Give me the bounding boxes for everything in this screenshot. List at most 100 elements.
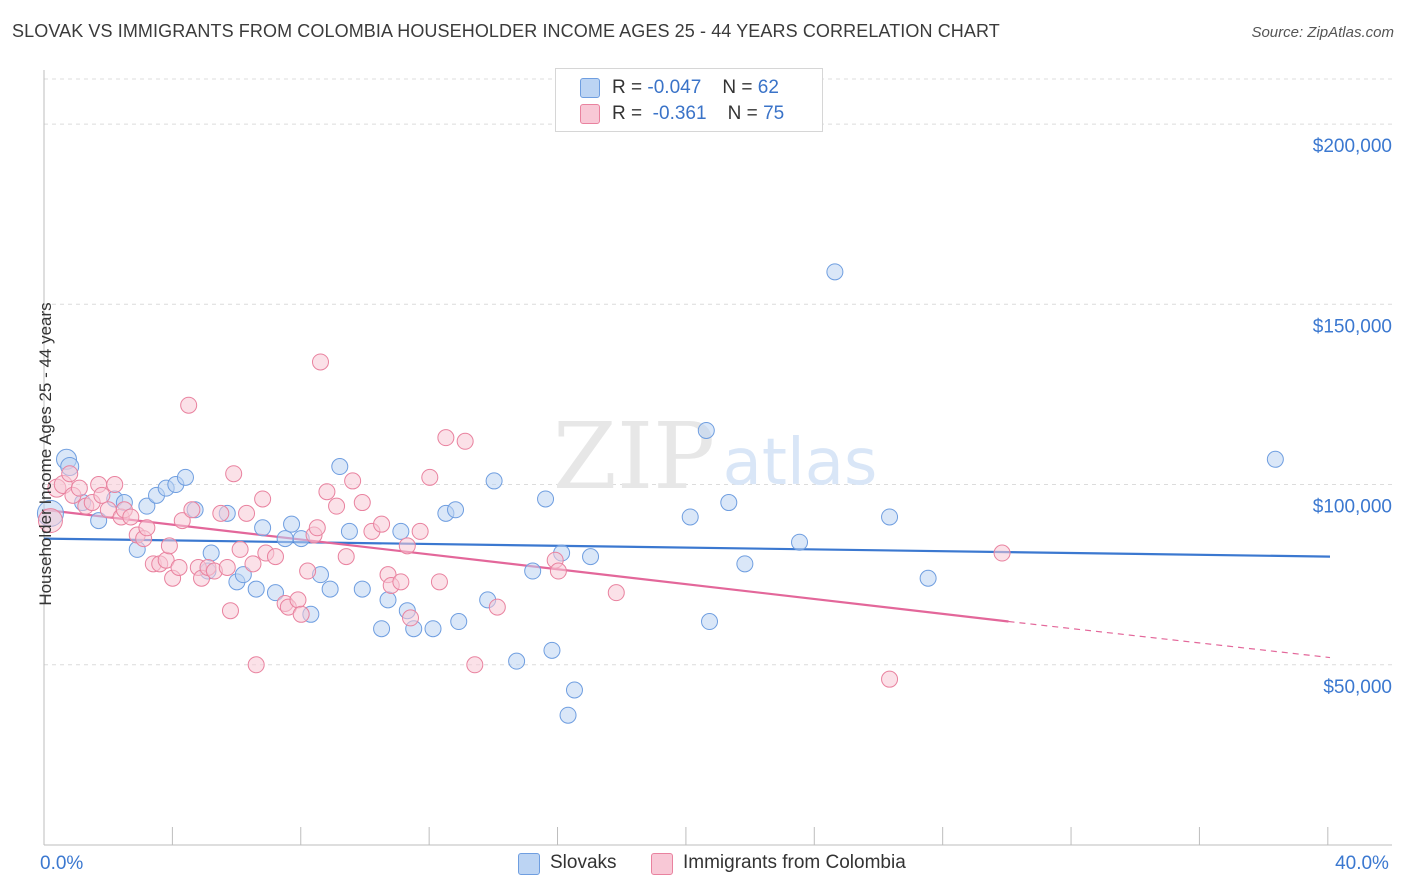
point-slovaks [537,490,555,508]
tick-labels: $50,000 $100,000 $150,000 $200,000 0.0% 40.0% [40,136,1392,874]
point-slovaks [331,458,349,476]
source-label: Source: ZipAtlas.com [1251,24,1394,41]
legend-n-label: N = [727,103,758,124]
point-colombia [299,562,317,580]
y-tick-label: $100,000 [1313,497,1392,518]
point-colombia [231,540,249,558]
legend-r-label: R = [612,77,643,98]
point-colombia [881,670,899,688]
legend-n-value-slovaks: 62 [757,77,779,98]
bottom-legend-swatch-colombia [651,853,673,875]
point-colombia [402,609,420,627]
bottom-legend-label-colombia: Immigrants from Colombia [683,852,906,873]
point-colombia [138,519,156,537]
x-tick-label: 40.0% [1335,853,1389,874]
point-slovaks [247,580,265,598]
point-slovaks [565,681,583,699]
point-slovaks [283,515,301,533]
point-slovaks [138,497,156,515]
legend-text-colombia: R = -0.361 N = 75 [612,103,784,125]
point-colombia [398,537,416,555]
point-slovaks [485,472,503,490]
legend-r-label: R = [612,103,643,124]
point-slovaks [681,508,699,526]
point-slovaks [176,468,194,486]
point-colombia [607,584,625,602]
point-slovaks [524,562,542,580]
legend-swatch-colombia [580,104,600,124]
point-colombia [70,479,88,497]
point-slovaks [266,584,284,602]
point-colombia [466,656,484,674]
point-slovaks [276,530,294,548]
point-colombia [225,465,243,483]
point-colombia [160,537,178,555]
point-colombia [93,486,111,504]
point-slovaks [508,652,526,670]
point-colombia [221,602,239,620]
axes [43,70,1392,846]
point-slovaks [701,613,719,631]
point-colombia [328,497,346,515]
point-colombia [337,548,355,566]
point-slovaks [582,548,600,566]
legend-n-label: N = [722,77,753,98]
legend-swatch-slovaks [580,78,600,98]
legend-text-slovaks: R = -0.047 N = 62 [612,77,779,99]
legend-r-value-slovaks: -0.047 [647,77,702,98]
point-colombia [993,544,1011,562]
point-colombia [318,483,336,501]
point-colombia [411,522,429,540]
point-slovaks [720,494,738,512]
data-points [36,263,1284,724]
point-slovaks [373,620,391,638]
watermark-zip: ZIP [553,403,715,510]
x-tick-label: 0.0% [40,853,83,874]
point-colombia [247,656,265,674]
point-colombia [311,353,329,371]
watermark-atlas: atlas [723,426,878,500]
point-colombia [218,558,236,576]
point-slovaks [202,544,220,562]
point-colombia [61,465,79,483]
point-slovaks [353,580,371,598]
point-colombia [549,562,567,580]
point-colombia [456,432,474,450]
point-slovaks [447,501,465,519]
watermark: ZIP atlas [553,403,877,510]
point-colombia [488,598,506,616]
point-colombia [173,512,191,530]
point-colombia [183,501,201,519]
y-tick-label: $200,000 [1313,136,1392,157]
point-colombia [344,472,362,490]
y-tick-label: $150,000 [1313,316,1392,337]
point-colombia [373,515,391,533]
point-slovaks [543,641,561,659]
point-colombia [180,396,198,414]
legend-n-value-colombia: 75 [763,103,785,124]
point-colombia [212,504,230,522]
point-slovaks [791,533,809,551]
point-colombia [430,573,448,591]
point-colombia [254,490,272,508]
point-slovaks [234,566,252,584]
point-slovaks [379,591,397,609]
point-slovaks [559,706,577,724]
point-colombia [122,508,140,526]
point-colombia [37,508,63,534]
y-axis-title: Householder Income Ages 25 - 44 years [36,302,55,606]
point-slovaks [340,522,358,540]
y-tick-label: $50,000 [1323,677,1392,698]
point-colombia [353,494,371,512]
point-slovaks [736,555,754,573]
point-colombia [437,429,455,447]
point-colombia [244,555,262,573]
bottom-legend-swatch-slovaks [518,853,540,875]
legend: R = -0.047 N = 62 R = -0.361 N = 75 [555,68,823,132]
trend-line-slovaks [43,537,1331,558]
point-slovaks [424,620,442,638]
point-slovaks [254,519,272,537]
point-slovaks [697,421,715,439]
point-colombia [292,605,310,623]
